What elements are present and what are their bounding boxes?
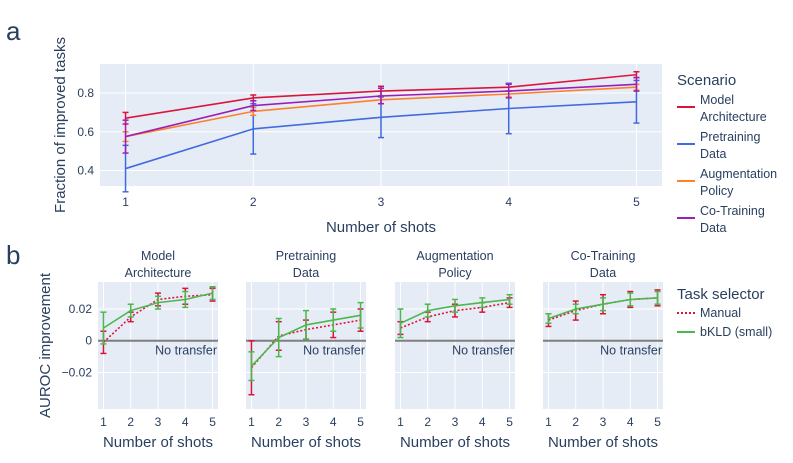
subplot-x-tick-label: 4 [182,415,189,429]
no-transfer-label: No transfer [452,344,514,358]
subplot-title-model-architecture: Architecture [125,266,192,280]
subplot-x-tick-label: 1 [248,415,255,429]
panel-a-y-tick-label: 0.4 [77,164,94,178]
panel-a-x-tick-label: 3 [378,195,385,209]
subplot-x-tick-label: 2 [127,415,134,429]
task-selector-legend: Task selector Manual bKLD (small) [677,286,772,339]
panel-a-y-tick-label: 0.8 [77,86,94,100]
panel-b-y-tick-label: 0.02 [69,302,93,316]
legend-label-pretraining-data: Pretraining [700,130,760,144]
subplot-x-tick-label: 3 [452,415,459,429]
legend-label-co-training-data: Data [700,221,726,235]
subplot-title-pretraining-data: Data [293,266,319,280]
subplot-x-tick-label: 2 [275,415,282,429]
legend-label-augmentation-policy: Augmentation [700,167,777,181]
subplot-x-axis-title: Number of shots [400,434,510,451]
subplot-title-pretraining-data: Pretraining [276,249,336,263]
panel-b-y-tick-label: 0 [85,334,92,348]
subplot-x-tick-label: 5 [357,415,364,429]
panel-a-y-tick-label: 0.6 [77,125,94,139]
panel-a-x-axis-title: Number of shots [326,219,436,236]
panel-b-letter: b [6,240,20,270]
subplot-x-tick-label: 2 [424,415,431,429]
subplot-title-augmentation-policy: Augmentation [416,249,493,263]
panel-a-letter: a [6,16,21,46]
panel-a-x-tick-label: 2 [250,195,257,209]
scenario-legend: Scenario Model Architecture Pretraining Data… [677,72,777,235]
subplot-x-tick-label: 4 [627,415,634,429]
panel-b-y-axis-title: AUROC improvement [37,272,54,418]
legend-label-bkld-small: bKLD (small) [700,325,772,339]
subplot-x-tick-label: 3 [600,415,607,429]
legend-label-manual: Manual [700,306,741,320]
subplot-x-tick-label: 4 [479,415,486,429]
subplot-x-tick-label: 4 [330,415,337,429]
panel-b-y-tick-label: −0.02 [62,365,93,379]
subplot-x-axis-title: Number of shots [103,434,213,451]
panel-a-chart: 0.4 0.6 0.8 1 2 3 4 5 Number of shots Fraction of… [52,37,662,236]
subplot-title-model-architecture: Model [141,249,175,263]
legend-label-model-architecture: Architecture [700,110,767,124]
legend-label-model-architecture: Model [700,93,734,107]
subplot-x-tick-label: 1 [545,415,552,429]
subplot-x-tick-label: 5 [209,415,216,429]
panel-a-y-axis-title: Fraction of improved tasks [52,37,69,213]
subplot-x-tick-label: 5 [506,415,513,429]
subplot-x-tick-label: 3 [155,415,162,429]
task-selector-legend-title: Task selector [677,286,765,303]
subplot-x-tick-label: 2 [572,415,579,429]
legend-label-co-training-data: Co-Training [700,204,765,218]
no-transfer-label: No transfer [303,344,365,358]
panel-a-x-tick-label: 4 [505,195,512,209]
subplot-x-tick-label: 3 [303,415,310,429]
scenario-legend-title: Scenario [677,72,736,89]
no-transfer-label: No transfer [600,344,662,358]
subplot-title-co-training-data: Data [590,266,616,280]
subplot-title-augmentation-policy: Policy [438,266,472,280]
subplot-x-tick-label: 1 [100,415,107,429]
subplot-x-tick-label: 5 [654,415,661,429]
subplot-x-tick-label: 1 [397,415,404,429]
subplot-x-axis-title: Number of shots [548,434,658,451]
legend-label-pretraining-data: Data [700,147,726,161]
panel-a-x-tick-label: 1 [122,195,129,209]
legend-label-augmentation-policy: Policy [700,184,734,198]
subplot-title-co-training-data: Co-Training [571,249,636,263]
panel-b-charts: 1 2 3 4 5 Number of shots Model Architecture No … [37,249,663,451]
no-transfer-label: No transfer [155,344,217,358]
subplot-x-axis-title: Number of shots [251,434,361,451]
panel-a-x-tick-label: 5 [633,195,640,209]
